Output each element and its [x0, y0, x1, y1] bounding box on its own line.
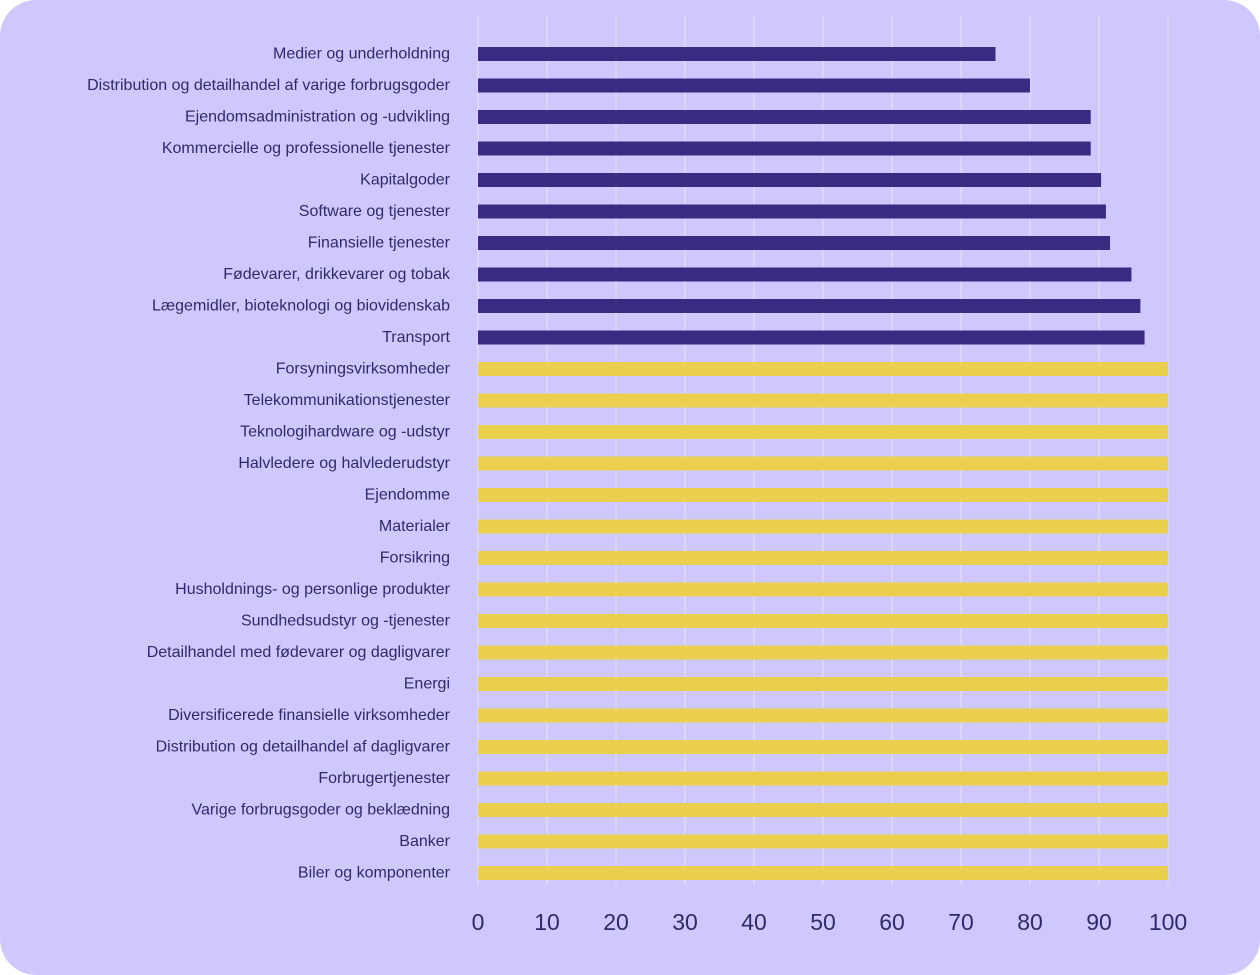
x-tick-label-60: 60 — [879, 909, 905, 935]
bar — [478, 456, 1168, 471]
bar — [478, 740, 1168, 754]
bar — [478, 110, 1091, 124]
bar — [478, 330, 1145, 345]
bar — [478, 236, 1111, 250]
bar — [478, 771, 1168, 786]
bar — [478, 677, 1168, 691]
category-label: Transport — [382, 329, 450, 346]
category-label: Materialer — [379, 518, 451, 535]
category-label: Forsyningsvirksomheder — [276, 361, 451, 378]
category-label: Biler og komponenter — [298, 865, 451, 882]
category-label: Medier og underholdning — [273, 46, 450, 63]
category-label: Software og tjenester — [299, 203, 451, 220]
bar — [478, 645, 1168, 660]
bar — [478, 362, 1168, 376]
bar — [478, 267, 1132, 282]
x-axis-tick-labels: 0 10 20 30 40 50 60 70 80 90 100 — [472, 909, 1188, 935]
bar — [478, 425, 1168, 439]
category-label: Fødevarer, drikkevarer og tobak — [223, 266, 451, 283]
category-label: Halvledere og halvlederudstyr — [238, 455, 450, 472]
bar — [478, 582, 1168, 597]
bar — [478, 173, 1102, 187]
bar — [478, 614, 1168, 628]
bar — [478, 803, 1168, 817]
x-tick-label-40: 40 — [741, 909, 767, 935]
category-label: Ejendomme — [365, 487, 450, 504]
x-tick-label-90: 90 — [1086, 909, 1112, 935]
category-label: Energi — [404, 676, 450, 693]
x-tick-label-30: 30 — [672, 909, 698, 935]
category-label: Sundhedsudstyr og -tjenester — [241, 613, 451, 630]
bar — [478, 204, 1106, 219]
category-label: Distribution og detailhandel af varige f… — [87, 77, 451, 94]
category-label: Teknologihardware og -udstyr — [240, 424, 451, 441]
category-labels: Medier og underholdning Distribution og d… — [87, 46, 451, 882]
category-label: Detailhandel med fødevarer og dagligvare… — [147, 644, 451, 661]
category-label: Lægemidler, bioteknologi og biovidenskab — [152, 298, 450, 315]
category-label: Kapitalgoder — [360, 172, 451, 189]
bar — [478, 866, 1168, 880]
category-label: Diversificerede finansielle virksomheder — [168, 707, 451, 724]
category-label: Banker — [399, 833, 450, 850]
bar — [478, 299, 1141, 313]
category-label: Varige forbrugsgoder og beklædning — [191, 802, 450, 819]
bars — [478, 47, 1168, 880]
bar — [478, 488, 1168, 502]
bar — [478, 47, 996, 61]
x-tick-label-10: 10 — [534, 909, 560, 935]
category-label: Distribution og detailhandel af dagligva… — [156, 739, 451, 756]
category-label: Kommercielle og professionelle tjenester — [162, 140, 451, 157]
bar — [478, 708, 1168, 723]
bar — [478, 519, 1168, 534]
category-label: Forbrugertjenester — [318, 770, 450, 787]
x-tick-label-50: 50 — [810, 909, 836, 935]
bar — [478, 834, 1168, 849]
x-tick-label-80: 80 — [1017, 909, 1043, 935]
x-tick-label-20: 20 — [603, 909, 629, 935]
x-tick-label-70: 70 — [948, 909, 974, 935]
category-label: Telekommunikationstjenester — [244, 392, 451, 409]
bar — [478, 551, 1168, 565]
x-tick-label-0: 0 — [472, 909, 485, 935]
category-label: Husholdnings- og personlige produkter — [175, 581, 451, 598]
category-label: Forsikring — [380, 550, 450, 567]
category-label: Ejendomsadministration og -udvikling — [185, 109, 450, 126]
bar — [478, 141, 1091, 156]
x-tick-label-100: 100 — [1149, 909, 1187, 935]
bar — [478, 393, 1168, 408]
category-label: Finansielle tjenester — [308, 235, 451, 252]
bar — [478, 78, 1030, 93]
